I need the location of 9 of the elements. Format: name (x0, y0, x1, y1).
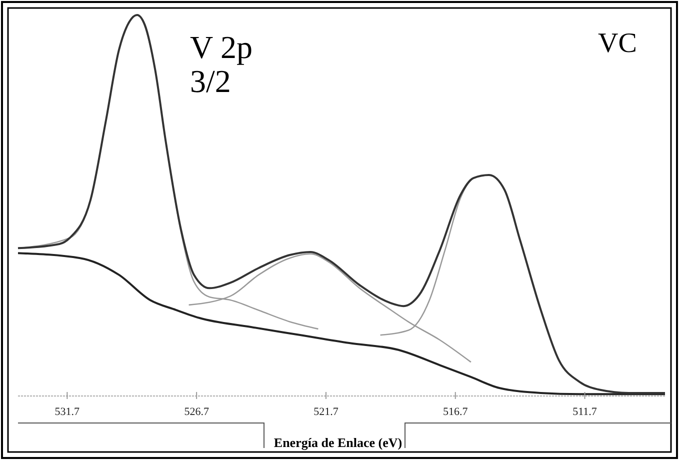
x-tick-label: 511.7 (572, 406, 598, 418)
x-tick-label: 521.7 (314, 406, 339, 418)
annotation: VC (598, 28, 637, 59)
annotation: V 2p (190, 29, 253, 65)
annotation: 3/2 (190, 63, 231, 99)
x-axis-title: Energía de Enlace (eV) (274, 435, 402, 450)
x-tick-label: 516.7 (442, 406, 468, 418)
x-tick-label: 526.7 (184, 406, 210, 418)
x-tick-label: 531.7 (54, 406, 80, 418)
